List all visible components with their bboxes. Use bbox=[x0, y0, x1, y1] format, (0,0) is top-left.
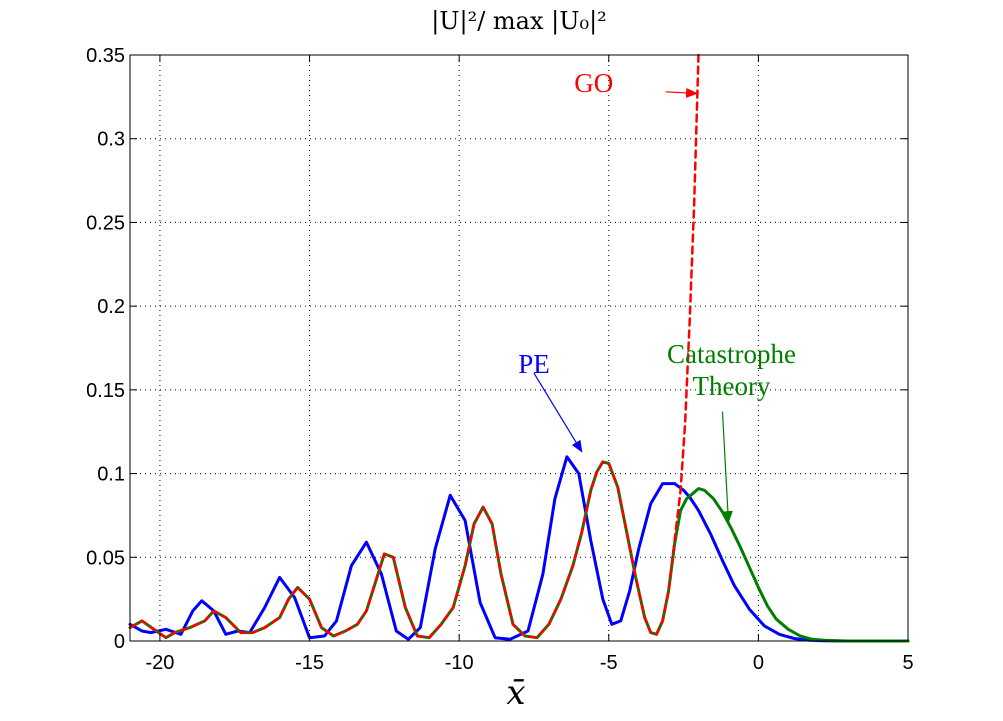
series-go-line bbox=[128, 53, 700, 639]
annotation-label: GO bbox=[574, 68, 613, 98]
annotation-label: Theory bbox=[692, 371, 770, 401]
y-tick-label: 0.15 bbox=[86, 380, 125, 402]
plot-frame bbox=[129, 54, 909, 642]
y-tick-label: 0.3 bbox=[97, 129, 125, 151]
annotation-arrow bbox=[533, 372, 583, 453]
ticks: -20 -15 -10 -5 0 5 0 0.05 0.1 0.15 0.2 0.25 0.3 0.35 bbox=[86, 45, 914, 674]
annotation-arrow bbox=[665, 87, 699, 98]
x-tick-label: 5 bbox=[902, 652, 913, 674]
annotation-label: Catastrophe bbox=[667, 339, 796, 369]
x-tick-label: -5 bbox=[600, 652, 618, 674]
x-tick-label: -15 bbox=[295, 652, 324, 674]
x-tick-label: 0 bbox=[753, 652, 764, 674]
series-pe-line bbox=[128, 455, 910, 643]
annotation-label: PE bbox=[518, 349, 550, 379]
chart-title: |U|²/ max |U₀|² bbox=[431, 7, 607, 36]
x-axis-label: x̄ bbox=[506, 673, 525, 713]
y-tick-label: 0 bbox=[114, 631, 125, 653]
series-catastrophe-theory-line bbox=[128, 460, 910, 643]
x-tick-label: -10 bbox=[445, 652, 474, 674]
x-tick-label: -20 bbox=[145, 652, 174, 674]
series-layer bbox=[128, 53, 910, 643]
annotation-arrow bbox=[721, 411, 733, 524]
y-tick-label: 0.05 bbox=[86, 547, 125, 569]
y-tick-label: 0.2 bbox=[97, 296, 125, 318]
y-tick-label: 0.35 bbox=[86, 45, 125, 67]
y-tick-label: 0.1 bbox=[97, 464, 125, 486]
y-tick-label: 0.25 bbox=[86, 212, 125, 234]
